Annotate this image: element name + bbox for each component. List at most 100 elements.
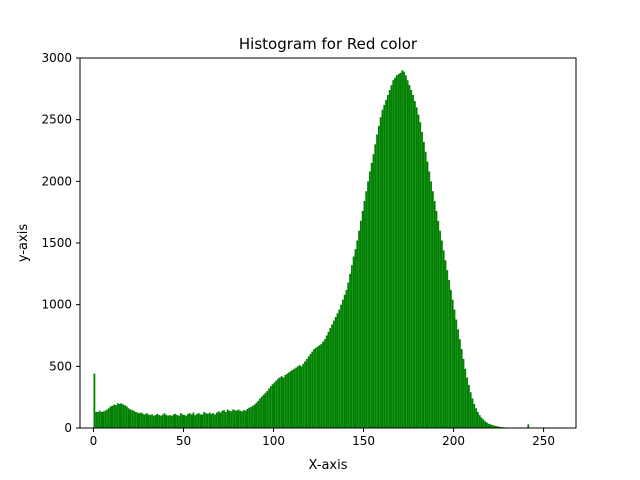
histogram-bar (462, 358, 465, 428)
histogram-bar (269, 386, 272, 428)
histogram-bar (498, 426, 501, 428)
histogram-bar (169, 415, 171, 428)
histogram-bar (253, 404, 256, 428)
chart-title: Histogram for Red color (239, 35, 418, 53)
histogram-bar (149, 415, 152, 428)
histogram-bar (239, 410, 242, 428)
histogram-bar (448, 280, 450, 428)
histogram-bar (134, 411, 137, 428)
histogram-bar (435, 210, 438, 428)
histogram-bar (359, 220, 362, 428)
histogram-bar (151, 414, 153, 428)
histogram-bar (334, 317, 337, 428)
histogram-bar (124, 405, 126, 428)
x-tick-label: 50 (176, 434, 191, 448)
histogram-bar (208, 412, 211, 428)
histogram-bar (230, 411, 233, 428)
histogram-bar (161, 414, 164, 428)
histogram-bar (223, 410, 225, 428)
histogram-bar (115, 405, 117, 428)
histogram-bar (138, 413, 141, 428)
histogram-bar (372, 154, 375, 428)
histogram-bar (205, 413, 207, 428)
histogram-bar (217, 411, 220, 428)
histogram-bar (145, 413, 148, 428)
histogram-bar (410, 90, 413, 428)
histogram-bar (125, 406, 128, 428)
y-tick-label: 500 (49, 359, 72, 373)
histogram-bar (203, 411, 206, 428)
histogram-bar (251, 405, 254, 428)
histogram-bar (363, 201, 366, 428)
histogram-bar (158, 415, 161, 428)
histogram-bar (314, 347, 317, 428)
histogram-bar (467, 384, 470, 428)
histogram-bar (291, 370, 294, 428)
histogram-bar (178, 415, 180, 428)
histogram-bar (338, 309, 341, 428)
histogram-bar (140, 412, 143, 428)
histogram-bar (422, 141, 425, 428)
histogram-bar (304, 361, 306, 428)
histogram-bar (424, 151, 427, 429)
histogram-bar (455, 319, 458, 428)
x-tick-label: 250 (532, 434, 555, 448)
histogram-bar (302, 363, 305, 428)
histogram-bar (349, 273, 351, 428)
histogram-bar (376, 134, 378, 428)
histogram-bar (113, 404, 116, 428)
histogram-bar (255, 402, 258, 428)
histogram-bar (307, 356, 310, 428)
histogram-bar (271, 384, 274, 428)
histogram-bar (118, 403, 121, 428)
histogram-bar (361, 210, 364, 428)
histogram-bar (277, 378, 279, 428)
histogram-bar (111, 405, 114, 428)
histogram-bar (404, 75, 407, 429)
histogram-bar (278, 377, 281, 428)
histogram-bar (201, 414, 204, 428)
histogram-bar (385, 99, 387, 429)
histogram-bar (215, 412, 218, 428)
histogram-bar (167, 415, 170, 428)
histogram-bar (133, 410, 135, 428)
histogram-bar (232, 409, 234, 428)
x-tick-label: 200 (442, 434, 465, 448)
histogram-bar (214, 414, 216, 428)
histogram-bar (224, 411, 227, 428)
histogram-bar (206, 413, 209, 428)
y-tick-label: 1500 (41, 236, 72, 250)
histogram-bar (406, 80, 409, 428)
histogram-bar (457, 329, 459, 428)
histogram-bar (421, 132, 423, 428)
histogram-bar (160, 415, 162, 428)
histogram-bar (122, 404, 125, 428)
histogram-bar (431, 191, 434, 428)
histogram-bar (93, 373, 96, 428)
x-axis-ticks: 0 50 100 150 200 250 (90, 428, 555, 448)
histogram-bar (131, 410, 134, 428)
histogram-bar (476, 411, 479, 428)
histogram-bar (446, 270, 449, 428)
histogram-bar (352, 256, 355, 428)
y-axis-label: y-axis (16, 224, 31, 262)
histogram-bar (412, 95, 414, 428)
histogram-bar (176, 415, 179, 428)
histogram-bar (332, 320, 335, 428)
histogram-bar (336, 313, 339, 428)
histogram-bar (419, 122, 422, 428)
histogram-bar (226, 409, 229, 428)
histogram-bar (143, 414, 146, 428)
y-axis-ticks: 0 500 1000 1500 2000 2500 3000 (41, 51, 80, 435)
histogram-bar (403, 71, 405, 428)
histogram-bar (430, 181, 432, 428)
histogram-bar (97, 411, 99, 428)
histogram-bar (187, 413, 189, 428)
histogram-bar (109, 406, 112, 428)
histogram-bar (397, 74, 400, 428)
histogram-bar (433, 201, 436, 428)
histogram-bar (107, 408, 110, 428)
histogram-bar (196, 413, 198, 428)
histogram-bar (212, 413, 215, 428)
